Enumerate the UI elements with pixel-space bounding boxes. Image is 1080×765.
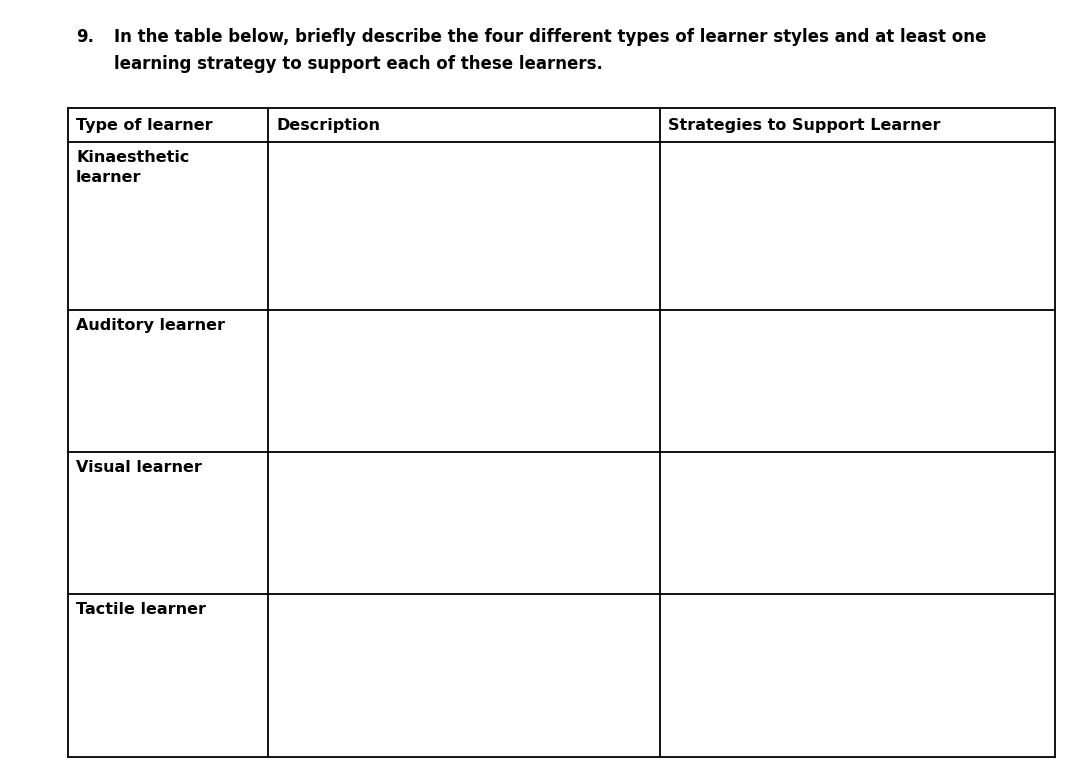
Text: Tactile learner: Tactile learner <box>76 602 206 617</box>
Text: 9.: 9. <box>76 28 94 46</box>
Text: Description: Description <box>276 118 380 132</box>
Text: Visual learner: Visual learner <box>76 460 202 475</box>
Text: Type of learner: Type of learner <box>76 118 213 132</box>
Text: Kinaesthetic
learner: Kinaesthetic learner <box>76 150 189 185</box>
Text: Auditory learner: Auditory learner <box>76 318 225 333</box>
Text: In the table below, briefly describe the four different types of learner styles : In the table below, briefly describe the… <box>114 28 986 46</box>
Text: learning strategy to support each of these learners.: learning strategy to support each of the… <box>114 55 603 73</box>
Text: Strategies to Support Learner: Strategies to Support Learner <box>669 118 941 132</box>
